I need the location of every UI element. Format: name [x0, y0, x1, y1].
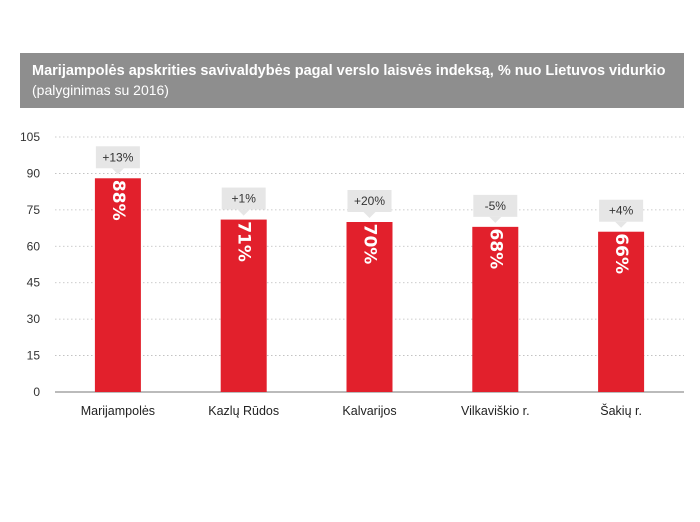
chart-title: Marijampolės apskrities savivaldybės pag… [32, 63, 666, 79]
chart-header: Marijampolės apskrities savivaldybės pag… [20, 53, 684, 108]
change-callout [347, 190, 392, 212]
x-category-label: Kazlų Rūdos [208, 404, 279, 418]
y-tick-label: 105 [20, 130, 40, 144]
change-label: +4% [609, 204, 634, 218]
change-callout-pointer [111, 168, 124, 175]
change-label: +1% [232, 192, 257, 206]
change-callout [599, 199, 644, 222]
bar-value-label: 66% [611, 233, 631, 274]
y-tick-label: 90 [27, 166, 41, 180]
bar [598, 231, 645, 392]
x-category-label: Šakių r. [600, 403, 642, 418]
y-tick-label: 30 [27, 312, 41, 326]
change-callout-pointer [489, 216, 502, 223]
change-callout-pointer [363, 212, 376, 218]
x-category-label: Vilkaviškio r. [461, 404, 530, 418]
change-label: -5% [485, 199, 507, 213]
y-tick-label: 60 [27, 239, 41, 253]
y-tick-label: 45 [27, 276, 41, 290]
bar [94, 178, 141, 392]
bar-value-label: 70% [360, 224, 380, 265]
bar-value-label: 71% [234, 221, 254, 262]
y-tick-label: 0 [33, 385, 40, 399]
change-callout [95, 146, 140, 169]
bar-value-label: 88% [108, 180, 128, 221]
bar [220, 219, 267, 392]
change-callout-pointer [615, 221, 628, 228]
bar [472, 226, 519, 392]
change-callout [473, 194, 518, 217]
y-tick-label: 15 [27, 349, 41, 363]
chart-subtitle: (palyginimas su 2016) [32, 82, 169, 98]
change-callout-pointer [237, 209, 250, 216]
change-label: +13% [102, 150, 133, 164]
change-callout [221, 187, 266, 210]
x-category-label: Kalvarijos [342, 404, 396, 418]
change-label: +20% [354, 194, 385, 208]
x-category-label: Marijampolės [81, 404, 155, 418]
bar-value-label: 68% [485, 229, 505, 270]
y-tick-label: 75 [27, 203, 41, 217]
bar [346, 222, 393, 392]
